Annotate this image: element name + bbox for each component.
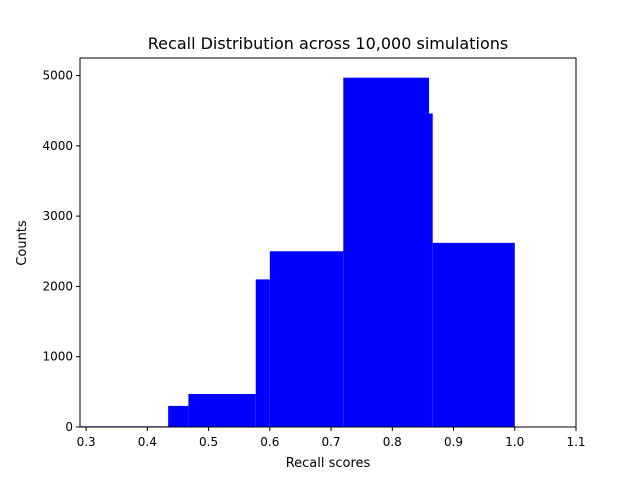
histogram-bar-6 <box>429 113 433 428</box>
x-tick-label: 1.0 <box>505 435 524 449</box>
y-tick-label: 0 <box>65 420 73 434</box>
histogram-bar-1 <box>168 405 189 427</box>
y-tick-label: 3000 <box>42 209 73 223</box>
x-tick-label: 0.5 <box>199 435 218 449</box>
x-tick-label: 1.1 <box>566 435 585 449</box>
y-tick-label: 2000 <box>42 279 73 293</box>
plot-frame <box>79 57 577 428</box>
histogram-bar-3 <box>255 279 270 427</box>
histogram-bar-4 <box>269 251 344 427</box>
y-tick-label: 5000 <box>42 69 73 83</box>
histogram-bar-5 <box>343 77 430 428</box>
bars-layer <box>80 77 515 428</box>
x-tick-label: 0.7 <box>322 435 341 449</box>
x-tick-label: 0.9 <box>444 435 463 449</box>
x-axis-label: Recall scores <box>286 456 371 471</box>
y-tick-label: 4000 <box>42 139 73 153</box>
chart-title: Recall Distribution across 10,000 simula… <box>148 34 508 53</box>
x-tick-label: 0.3 <box>77 435 96 449</box>
x-tick-label: 0.4 <box>138 435 157 449</box>
histogram-bar-7 <box>432 242 515 427</box>
x-tick-label: 0.8 <box>383 435 402 449</box>
axes-layer: 0.3 0.4 0.5 0.6 0.7 0.8 0.9 1.0 1.1 0 1000 2000 3000… <box>42 57 586 449</box>
histogram-bar-2 <box>188 393 256 427</box>
y-tick-label: 1000 <box>42 350 73 364</box>
y-axis-label: Counts <box>15 220 30 266</box>
x-tick-label: 0.6 <box>260 435 279 449</box>
